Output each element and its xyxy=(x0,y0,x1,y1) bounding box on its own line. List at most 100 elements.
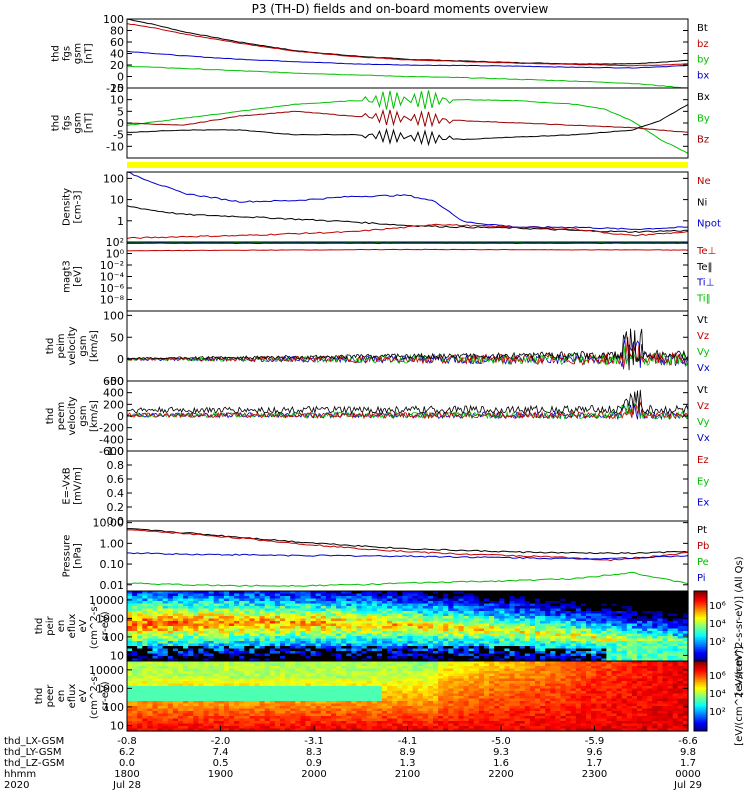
heatmap-cell xyxy=(274,728,281,732)
heatmap-cell xyxy=(621,646,628,650)
heatmap-cell xyxy=(325,703,332,707)
heatmap-cell xyxy=(229,596,235,600)
heatmap-cell xyxy=(468,606,475,610)
legend-label: Vx xyxy=(697,363,710,374)
heatmap-cell xyxy=(152,651,159,655)
heatmap-cell xyxy=(616,651,623,655)
heatmap-cell xyxy=(392,621,398,625)
heatmap-cell xyxy=(519,653,526,657)
heatmap-cell xyxy=(147,591,154,595)
heatmap-cell xyxy=(264,658,271,662)
heatmap-cell xyxy=(356,698,363,702)
heatmap-cell xyxy=(254,643,261,647)
heatmap-cell xyxy=(167,728,174,732)
heatmap-cell xyxy=(152,698,159,702)
heatmap-cell xyxy=(188,671,194,675)
heatmap-cell xyxy=(509,626,516,630)
heatmap-cell xyxy=(570,628,577,632)
heatmap-cell xyxy=(407,691,414,695)
heatmap-cell xyxy=(244,596,250,600)
heatmap-cell xyxy=(550,638,556,642)
heatmap-cell xyxy=(203,696,210,700)
heatmap-cell xyxy=(458,616,465,620)
heatmap-cell xyxy=(535,656,541,660)
heatmap-cell xyxy=(540,608,546,612)
heatmap-cell xyxy=(142,713,148,717)
heatmap-cell xyxy=(387,713,393,717)
y-tick-label: 60 xyxy=(110,36,124,49)
heatmap-cell xyxy=(387,686,393,690)
heatmap-cell xyxy=(468,651,475,655)
heatmap-cell xyxy=(642,616,648,620)
heatmap-cell xyxy=(147,598,154,602)
heatmap-cell xyxy=(285,721,291,725)
heatmap-cell xyxy=(382,608,388,612)
heatmap-cell xyxy=(341,621,347,625)
heatmap-cell xyxy=(677,603,684,607)
heatmap-cell xyxy=(249,713,256,717)
heatmap-cell xyxy=(575,593,582,597)
heatmap-cell xyxy=(234,611,240,615)
heatmap-cell xyxy=(193,691,199,695)
heatmap-cell xyxy=(341,681,347,685)
heatmap-cell xyxy=(259,633,266,637)
heatmap-cell xyxy=(244,646,250,650)
heatmap-cell xyxy=(402,648,409,652)
heatmap-cell xyxy=(290,693,296,697)
heatmap-cell xyxy=(178,618,184,622)
heatmap-cell xyxy=(407,721,414,725)
heatmap-cell xyxy=(575,626,582,630)
heatmap-cell xyxy=(320,596,327,600)
heatmap-cell xyxy=(376,598,383,602)
heatmap-cell xyxy=(667,596,674,600)
heatmap-cell xyxy=(591,613,597,617)
heatmap-cell xyxy=(657,623,664,627)
heatmap-cell xyxy=(662,636,669,640)
legend-label: Te⊥ xyxy=(696,246,716,257)
heatmap-cell xyxy=(249,721,256,725)
heatmap-cell xyxy=(254,723,261,727)
heatmap-cell xyxy=(213,606,220,610)
heatmap-cell xyxy=(269,658,276,662)
heatmap-cell xyxy=(167,661,174,665)
heatmap-cell xyxy=(540,646,546,650)
heatmap-cell xyxy=(198,621,205,625)
heatmap-cell xyxy=(274,621,281,625)
heatmap-cell xyxy=(127,616,133,620)
heatmap-cell xyxy=(208,698,215,702)
heatmap-cell xyxy=(438,631,444,635)
heatmap-cell xyxy=(484,593,490,597)
heatmap-cell xyxy=(157,708,164,712)
heatmap-cell xyxy=(218,646,225,650)
heatmap-cell xyxy=(172,591,179,595)
heatmap-cell xyxy=(570,658,577,662)
y-tick-label: 10⁻⁴ xyxy=(100,271,125,284)
heatmap-cell xyxy=(351,591,358,595)
heatmap-cell xyxy=(290,661,296,665)
heatmap-cell xyxy=(672,618,679,622)
heatmap-cell xyxy=(412,718,419,722)
heatmap-cell xyxy=(351,603,358,607)
heatmap-cell xyxy=(208,646,215,650)
heatmap-cell xyxy=(280,601,286,605)
heatmap-cell xyxy=(285,646,291,650)
heatmap-cell xyxy=(310,601,317,605)
heatmap-cell xyxy=(504,606,511,610)
heatmap-cell xyxy=(132,628,138,632)
heatmap-cell xyxy=(376,671,383,675)
heatmap-cell xyxy=(183,688,189,692)
heatmap-cell xyxy=(346,713,352,717)
heatmap-cell xyxy=(264,643,271,647)
heatmap-cell xyxy=(132,641,138,645)
heatmap-cell xyxy=(422,618,429,622)
heatmap-cell xyxy=(259,673,266,677)
heatmap-cell xyxy=(188,668,194,672)
heatmap-cell xyxy=(519,628,526,632)
heatmap-cell xyxy=(290,673,296,677)
heatmap-cell xyxy=(427,668,434,672)
heatmap-cell xyxy=(580,596,587,600)
heatmap-cell xyxy=(580,608,587,612)
heatmap-cell xyxy=(545,601,551,605)
heatmap-cell xyxy=(427,648,434,652)
heatmap-cell xyxy=(142,726,148,730)
